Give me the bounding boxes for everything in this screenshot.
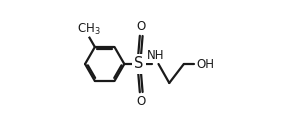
Text: O: O — [137, 20, 146, 33]
Text: O: O — [137, 95, 146, 108]
Text: S: S — [134, 56, 144, 72]
Text: CH$_3$: CH$_3$ — [77, 22, 101, 37]
Text: OH: OH — [196, 57, 215, 71]
Text: NH: NH — [147, 49, 164, 62]
